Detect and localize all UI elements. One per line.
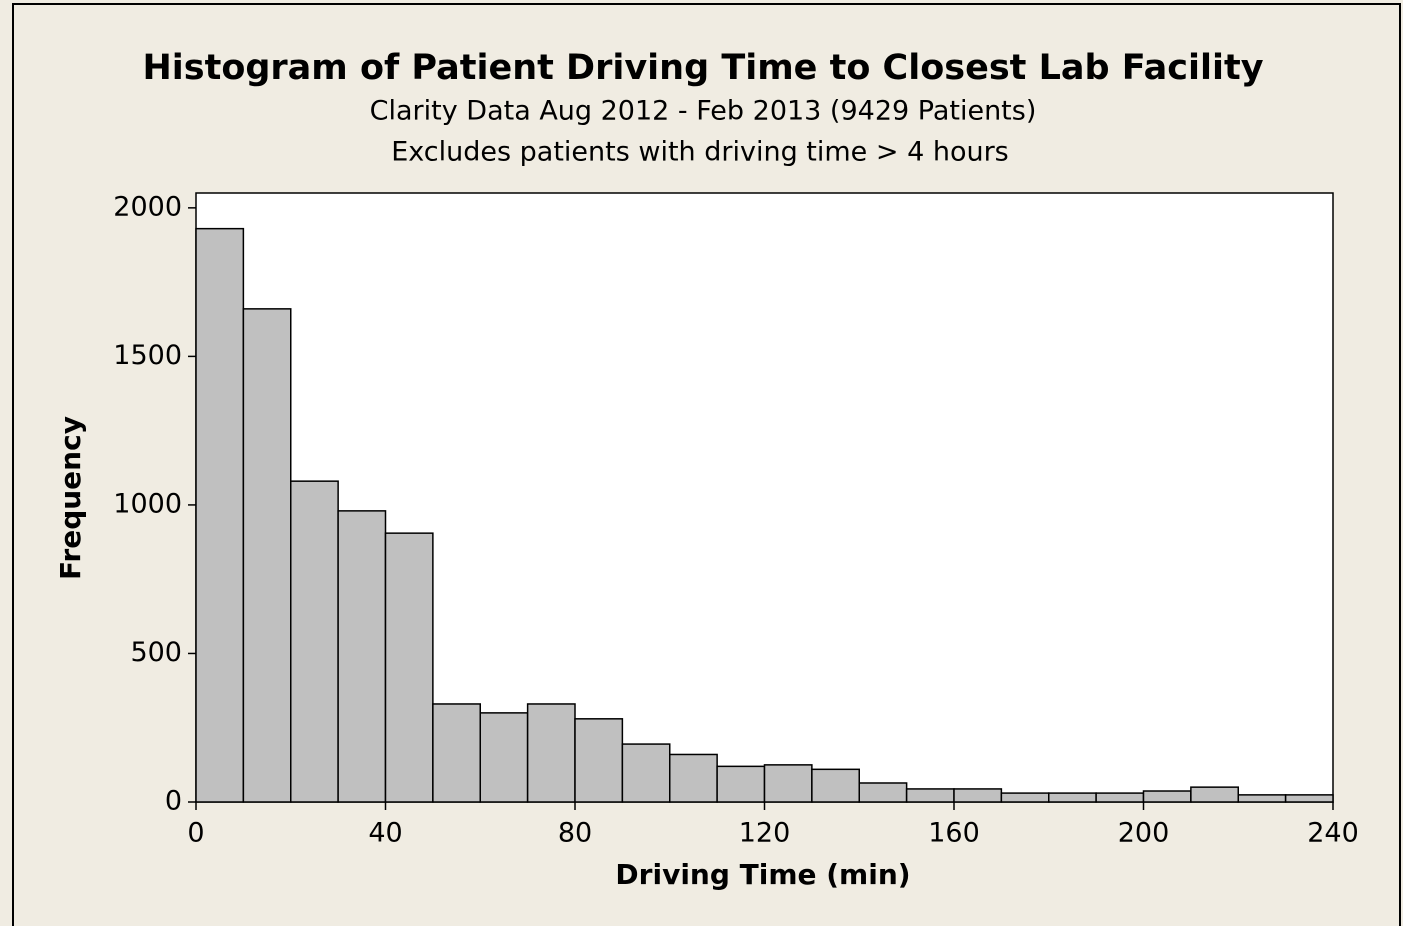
y-axis-label: Frequency — [54, 416, 87, 580]
chart-subtitle: Clarity Data Aug 2012 - Feb 2013 (9429 P… — [370, 96, 1037, 127]
bar — [811, 768, 860, 803]
bar — [290, 480, 339, 803]
y-tick-label: 1000 — [113, 488, 182, 519]
bar — [1237, 794, 1287, 803]
bar — [1048, 792, 1097, 803]
chart-subtitle: Excludes patients with driving time > 4 … — [391, 137, 1009, 168]
x-tick-label: 160 — [928, 818, 980, 849]
bar — [574, 718, 624, 803]
bar — [1142, 790, 1192, 803]
bar — [195, 227, 245, 803]
y-tick-label: 500 — [130, 637, 182, 668]
bar — [1190, 786, 1239, 803]
bar — [526, 703, 576, 803]
chart-title: Histogram of Patient Driving Time to Clo… — [142, 48, 1263, 88]
bar — [858, 782, 908, 803]
x-tick-label: 120 — [739, 818, 791, 849]
bar — [384, 532, 434, 803]
x-tick-label: 200 — [1118, 818, 1170, 849]
x-axis-label: Driving Time (min) — [615, 858, 910, 891]
y-tick-label: 2000 — [113, 191, 182, 222]
bar — [716, 765, 766, 803]
bar — [1284, 794, 1334, 803]
bar — [337, 510, 387, 803]
x-tick-label: 240 — [1307, 818, 1359, 849]
x-tick-label: 80 — [558, 818, 592, 849]
bar — [432, 703, 481, 803]
x-tick-label: 0 — [187, 818, 204, 849]
bar — [621, 743, 671, 803]
x-tick-label: 40 — [368, 818, 402, 849]
bar — [479, 712, 529, 803]
bar — [1000, 792, 1050, 803]
y-tick-label: 0 — [165, 786, 182, 817]
y-tick-label: 1500 — [113, 340, 182, 371]
bar — [1095, 792, 1145, 803]
bar — [953, 788, 1003, 803]
bar — [242, 308, 292, 803]
bar — [669, 753, 718, 803]
bar — [763, 764, 813, 803]
bar — [905, 788, 955, 803]
